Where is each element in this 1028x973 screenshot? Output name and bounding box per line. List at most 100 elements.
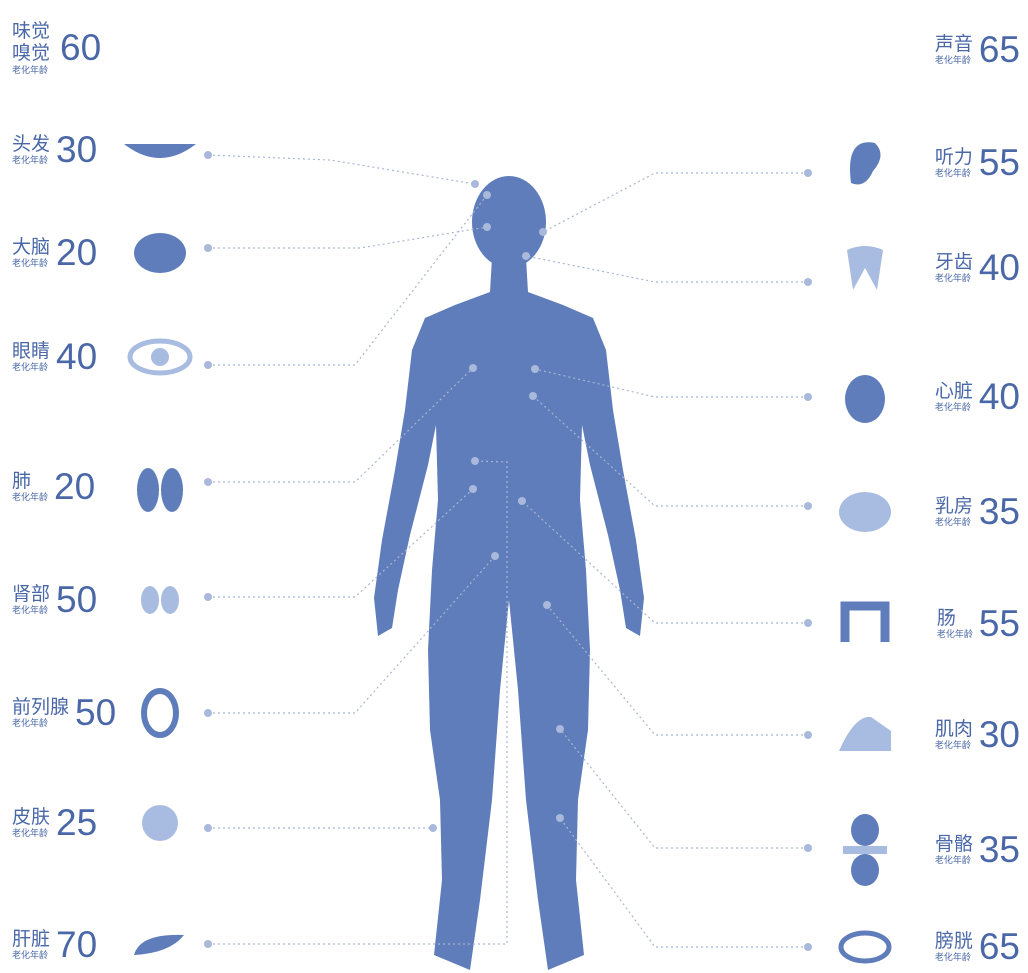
connector-dot: [204, 940, 212, 948]
aging-age: 50: [56, 579, 97, 621]
icon-heart: [845, 375, 885, 423]
icon-eye-pupil: [151, 348, 169, 366]
icon-kidney: [161, 586, 179, 614]
icon-intestine: [845, 606, 885, 642]
organ-name-block: 皮肤老化年龄: [12, 808, 50, 839]
aging-age: 40: [979, 247, 1020, 289]
organ-name-block: 听力老化年龄: [935, 148, 973, 179]
organ-name: 肌肉: [935, 720, 973, 739]
age-label: 老化年龄: [12, 830, 50, 839]
connector-dot: [204, 151, 212, 159]
organ-name: 眼睛: [12, 342, 50, 361]
connector-dot: [531, 365, 539, 373]
connector-dot: [804, 844, 812, 852]
organ-item: 肝脏老化年龄70: [12, 923, 97, 967]
organ-name-block: 眼睛老化年龄: [12, 342, 50, 373]
connector-dot: [556, 725, 564, 733]
organ-name-block: 肌肉老化年龄: [935, 720, 973, 751]
organ-item: 牙齿老化年龄40: [935, 246, 1020, 290]
organ-name: 声音: [935, 35, 973, 54]
organ-name-block: 心脏老化年龄: [935, 382, 973, 413]
icon-ear: [850, 142, 881, 184]
organ-name: 肾部: [12, 585, 50, 604]
organ-name: 乳房: [935, 497, 973, 516]
age-label: 老化年龄: [935, 170, 973, 179]
aging-age: 70: [56, 924, 97, 966]
connector-dot: [491, 552, 499, 560]
head: [472, 176, 546, 268]
connector-dot: [522, 252, 530, 260]
icon-joint: [843, 846, 887, 854]
connector-dot: [804, 502, 812, 510]
organ-name-block: 肺老化年龄: [12, 472, 48, 503]
organ-name-block: 肝脏老化年龄: [12, 930, 50, 961]
age-label: 老化年龄: [12, 67, 54, 76]
icon-lung: [137, 468, 159, 512]
connector: [208, 227, 487, 248]
age-label: 老化年龄: [12, 260, 50, 269]
organ-name-block: 大脑老化年龄: [12, 238, 50, 269]
connector-dot: [204, 824, 212, 832]
organ-name: 牙齿: [935, 253, 973, 272]
connector-dot: [804, 619, 812, 627]
age-label: 老化年龄: [12, 157, 50, 166]
icon-skin: [142, 805, 178, 841]
icon-bladder: [841, 933, 889, 961]
organ-name-block: 前列腺老化年龄: [12, 698, 69, 729]
age-label: 老化年龄: [935, 404, 973, 413]
icon-muscle: [839, 717, 891, 751]
aging-age: 40: [56, 336, 97, 378]
organ-name: 肠: [937, 609, 973, 628]
connector-dot: [529, 392, 537, 400]
icon-bone: [851, 854, 879, 886]
organ-item: 皮肤老化年龄25: [12, 801, 97, 845]
connector-dot: [804, 943, 812, 951]
diagram: [0, 0, 1028, 973]
organ-name-block: 乳房老化年龄: [935, 497, 973, 528]
connector-dot: [204, 593, 212, 601]
age-label: 老化年龄: [935, 954, 973, 963]
icon-lung: [161, 468, 183, 512]
connector-dot: [469, 485, 477, 493]
organ-item: 味觉嗅觉老化年龄60: [12, 26, 101, 70]
organ-name: 皮肤: [12, 808, 50, 827]
age-label: 老化年龄: [935, 519, 973, 528]
organ-name: 头发: [12, 135, 50, 154]
organ-name-block: 肾部老化年龄: [12, 585, 50, 616]
connector: [543, 173, 808, 232]
connector-dot: [539, 228, 547, 236]
connector-dot: [429, 824, 437, 832]
connector: [560, 818, 808, 947]
age-label: 老化年龄: [12, 607, 50, 616]
aging-age: 55: [979, 603, 1020, 645]
aging-age: 35: [979, 829, 1020, 871]
connector-dot: [543, 601, 551, 609]
body: [374, 258, 644, 970]
organ-name: 前列腺: [12, 698, 69, 717]
organ-name-block: 牙齿老化年龄: [935, 253, 973, 284]
connector-dot: [556, 814, 564, 822]
aging-age: 25: [56, 802, 97, 844]
organ-name-block: 头发老化年龄: [12, 135, 50, 166]
age-label: 老化年龄: [12, 364, 50, 373]
icon-liver: [134, 935, 184, 955]
connector-dot: [804, 169, 812, 177]
organ-name: 肝脏: [12, 930, 50, 949]
infographic: 味觉嗅觉老化年龄60头发老化年龄30大脑老化年龄20眼睛老化年龄40肺老化年龄2…: [0, 0, 1028, 973]
aging-age: 20: [54, 466, 95, 508]
aging-age: 30: [979, 714, 1020, 756]
connector-dot: [204, 709, 212, 717]
age-label: 老化年龄: [937, 631, 973, 640]
connector: [560, 729, 808, 848]
organ-name: 大脑: [12, 238, 50, 257]
icon-prostate: [144, 691, 176, 735]
aging-age: 65: [979, 926, 1020, 968]
organ-item: 肺老化年龄20: [12, 465, 95, 509]
connector-dot: [483, 223, 491, 231]
organ-name: 味觉嗅觉: [12, 20, 54, 64]
organ-item: 心脏老化年龄40: [935, 375, 1020, 419]
